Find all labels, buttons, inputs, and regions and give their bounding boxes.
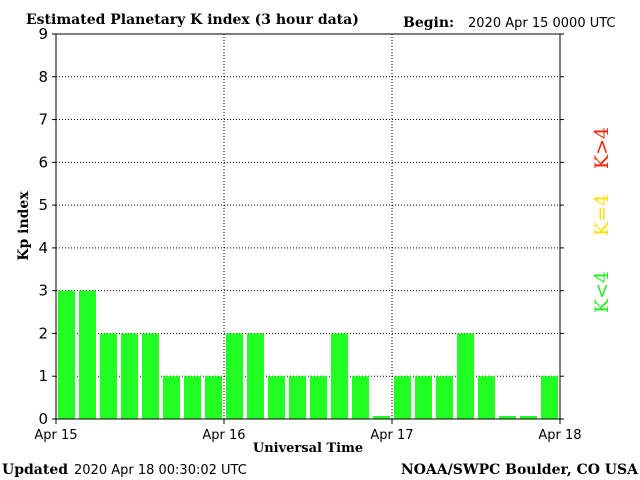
kp-bar [184,376,201,419]
legend-k-less-4: K<4 [591,271,613,313]
x-tick-label: Apr 18 [538,428,581,443]
updated-value: 2020 Apr 18 00:30:02 UTC [74,463,247,478]
kp-bar [226,333,243,419]
kp-bar [289,376,306,419]
kp-bar [310,376,327,419]
y-axis-label: Kp index [16,191,32,261]
plot-area: 0 1 2 3 4 5 6 7 8 9 Apr 15 Apr 16 Apr 17 Apr 18 [34,25,581,443]
kp-bar [121,333,138,419]
begin-label: Begin: [403,15,454,31]
kp-bar [520,416,537,419]
footer-credit: NOAA/SWPC Boulder, CO USA [401,462,639,478]
legend-k-equals-4: K=4 [591,194,613,236]
kp-bar [205,376,222,419]
y-tick-label: 3 [38,282,48,300]
y-axis-ticks: 0 1 2 3 4 5 6 7 8 9 [38,25,564,428]
kp-bar [499,416,516,419]
x-axis-ticks: Apr 15 Apr 16 Apr 17 Apr 18 [34,419,582,443]
y-tick-label: 0 [38,410,48,428]
updated-label: Updated [2,462,68,478]
kp-bar [142,333,159,419]
plot-frame [55,33,561,420]
kp-bar [58,290,75,419]
kp-bar [457,333,474,419]
legend-k-greater-4: K>4 [591,127,613,169]
bars [58,290,558,419]
x-axis-label: Universal Time [253,441,363,456]
begin-value: 2020 Apr 15 0000 UTC [468,16,616,31]
y-tick-label: 1 [38,367,48,385]
y-tick-label: 9 [38,25,48,43]
kp-bar [541,376,558,419]
kp-bar [478,376,495,419]
kp-bar [268,376,285,419]
kp-bar [100,333,117,419]
kp-bar [436,376,453,419]
kp-bar [163,376,180,419]
gridlines [56,34,560,419]
kp-bar [373,416,390,419]
x-tick-label: Apr 17 [370,428,413,443]
y-tick-label: 4 [38,239,48,257]
kp-bar [415,376,432,419]
y-tick-label: 6 [38,153,48,171]
y-tick-label: 8 [38,68,48,86]
kp-bar [247,333,264,419]
chart-title: Estimated Planetary K index (3 hour data… [26,12,359,28]
kp-bar [331,333,348,419]
x-tick-label: Apr 16 [202,428,245,443]
x-tick-label: Apr 15 [34,428,77,443]
y-tick-label: 7 [38,111,48,129]
y-tick-label: 2 [38,324,48,342]
kp-bar [394,376,411,419]
kp-bar [79,290,96,419]
y-tick-label: 5 [38,196,48,214]
kp-bar [352,376,369,419]
